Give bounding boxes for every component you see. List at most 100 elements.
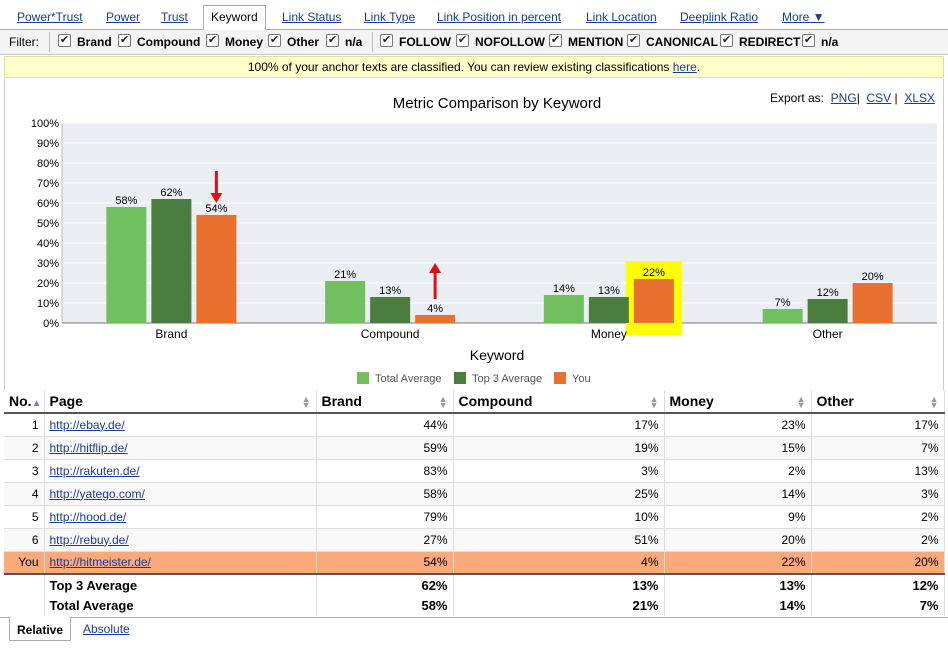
aggregate-compound: 21%	[453, 595, 665, 616]
header-no[interactable]: No.▲	[4, 390, 45, 414]
row-page-link[interactable]: http://yatego.com/	[49, 486, 145, 501]
table-row-you: You http://hitmeister.de/ 54% 4% 22% 20%	[4, 551, 945, 575]
sort-icon: ▲ ▼	[796, 394, 806, 410]
y-tick-label: 100%	[31, 118, 59, 130]
row-page-link[interactable]: http://hitflip.de/	[49, 440, 128, 455]
tab-link-type[interactable]: Link Type	[364, 10, 416, 24]
tab-link-position[interactable]: Link Position in percent	[437, 10, 562, 24]
bar-you	[415, 315, 456, 323]
tab-link-location[interactable]: Link Location	[586, 10, 657, 24]
row-page-cell: http://rakuten.de/	[44, 459, 317, 483]
row-money: 2%	[664, 459, 812, 483]
bar-value-label: 12%	[817, 287, 839, 299]
x-axis-title: Keyword	[470, 347, 524, 363]
checkbox-compound[interactable]: ✔	[118, 34, 131, 47]
table-row: 6 http://rebuy.de/ 27% 51% 20% 2%	[4, 528, 945, 552]
keyword-table: No.▲ Page ▲ ▼ Brand ▲ ▼ Compound ▲ ▼ Money ▲ ▼ O…	[4, 390, 945, 616]
row-page-link[interactable]: http://hood.de/	[49, 509, 127, 524]
bar-value-label: 62%	[160, 187, 182, 199]
table-row: 1 http://ebay.de/ 44% 17% 23% 17%	[4, 413, 945, 437]
checkbox-follow-label: FOLLOW	[399, 35, 451, 49]
notice-review-link[interactable]: here	[672, 60, 697, 74]
tab-power-trust[interactable]: Power*Trust	[17, 10, 83, 24]
row-money: 23%	[664, 413, 812, 437]
legend-label: Top 3 Average	[472, 373, 542, 385]
header-money[interactable]: Money ▲ ▼	[664, 390, 812, 414]
checkbox-compound-label: Compound	[137, 35, 201, 49]
aggregate-other: 12%	[811, 573, 945, 595]
header-compound[interactable]: Compound ▲ ▼	[453, 390, 665, 414]
export-csv-link[interactable]: CSV	[866, 91, 892, 105]
filter-divider	[372, 32, 373, 52]
row-page-link[interactable]: http://rebuy.de/	[49, 532, 129, 547]
row-no: 6	[4, 528, 45, 552]
tab-relative[interactable]: Relative	[9, 617, 72, 641]
checkbox-redirect[interactable]: ✔	[720, 34, 733, 47]
row-money: 15%	[664, 436, 812, 460]
row-page-cell: http://ebay.de/	[44, 413, 317, 437]
checkbox-nofollow[interactable]: ✔	[456, 34, 469, 47]
checkbox-other-label: Other	[287, 35, 320, 49]
header-page-label: Page	[49, 393, 83, 409]
header-other[interactable]: Other ▲ ▼	[811, 390, 945, 414]
checkbox-mention[interactable]: ✔	[549, 34, 562, 47]
tab-deeplink-ratio[interactable]: Deeplink Ratio	[680, 10, 759, 24]
bar-chart: Metric Comparison by Keyword 0% 10% 20% 30% 4…	[31, 95, 937, 385]
legend-label: Total Average	[375, 373, 441, 385]
row-page-link[interactable]: http://rakuten.de/	[49, 463, 140, 478]
y-tick-label: 0%	[43, 318, 59, 330]
checkbox-na-linktype[interactable]: ✔	[802, 34, 815, 47]
tab-power[interactable]: Power	[106, 10, 141, 24]
checkbox-money[interactable]: ✔	[206, 34, 219, 47]
table-header-row: No.▲ Page ▲ ▼ Brand ▲ ▼ Compound ▲ ▼ Money ▲ ▼ O…	[4, 390, 945, 414]
sort-icon: ▲ ▼	[649, 394, 659, 410]
tab-keyword[interactable]: Keyword	[203, 5, 266, 31]
row-page-cell: http://hitflip.de/	[44, 436, 317, 460]
bar-value-label: 54%	[205, 203, 227, 215]
checkbox-follow[interactable]: ✔	[380, 34, 393, 47]
checkbox-na-keyword[interactable]: ✔	[326, 34, 339, 47]
row-page-link[interactable]: http://ebay.de/	[49, 417, 125, 432]
keyword-chart-panel: Export as: PNG| CSV | XLSX Metric Compar…	[4, 79, 944, 392]
bar-value-label: 7%	[775, 297, 791, 309]
bar-value-label: 58%	[115, 195, 137, 207]
row-page-link[interactable]: http://hitmeister.de/	[49, 555, 151, 570]
export-xlsx-link[interactable]: XLSX	[904, 91, 935, 105]
row-brand: 27%	[316, 528, 454, 552]
tab-trust[interactable]: Trust	[161, 10, 188, 24]
bar-top-3-average	[807, 299, 848, 323]
tab-more-dropdown[interactable]: More ▼	[782, 10, 825, 24]
filter-divider	[49, 32, 50, 52]
checkbox-brand[interactable]: ✔	[58, 34, 71, 47]
table-row: 5 http://hood.de/ 79% 10% 9% 2%	[4, 505, 945, 529]
export-label: Export as:	[769, 91, 824, 105]
checkbox-na-keyword-label: n/a	[345, 35, 363, 49]
aggregate-money: 14%	[664, 595, 812, 616]
row-compound: 4%	[453, 551, 665, 575]
bar-top-3-average	[588, 297, 629, 323]
tab-link-status[interactable]: Link Status	[282, 10, 342, 24]
header-brand-label: Brand	[321, 393, 362, 409]
export-png-link[interactable]: PNG	[830, 91, 857, 105]
row-brand: 54%	[316, 551, 454, 575]
row-brand: 59%	[316, 436, 454, 460]
row-no: 1	[4, 413, 45, 437]
checkbox-other[interactable]: ✔	[268, 34, 281, 47]
notice-suffix: .	[696, 60, 701, 74]
checkbox-canonical[interactable]: ✔	[627, 34, 640, 47]
tab-absolute[interactable]: Absolute	[83, 622, 130, 636]
header-compound-label: Compound	[458, 393, 533, 409]
bar-total-average	[762, 309, 803, 323]
bar-value-label: 14%	[553, 283, 575, 295]
y-tick-label: 70%	[37, 178, 59, 190]
row-compound: 10%	[453, 505, 665, 529]
row-other: 7%	[811, 436, 945, 460]
checkbox-nofollow-label: NOFOLLOW	[475, 35, 545, 49]
checkbox-redirect-label: REDIRECT	[739, 35, 801, 49]
row-other: 13%	[811, 459, 945, 483]
arrow-down-icon	[210, 193, 223, 203]
row-no: 4	[4, 482, 45, 506]
header-page[interactable]: Page ▲ ▼	[44, 390, 317, 414]
aggregate-label: Top 3 Average	[44, 573, 317, 595]
header-brand[interactable]: Brand ▲ ▼	[316, 390, 454, 414]
